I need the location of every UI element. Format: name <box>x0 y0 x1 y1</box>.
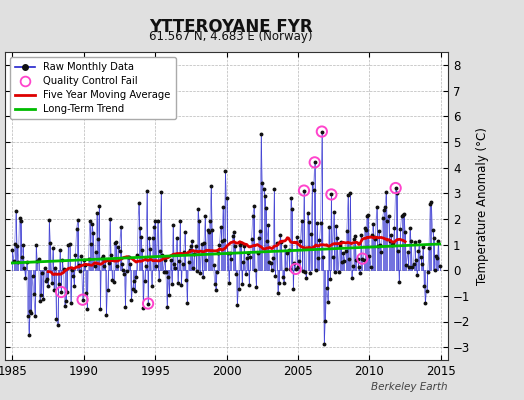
Y-axis label: Temperature Anomaly (°C): Temperature Anomaly (°C) <box>476 127 489 285</box>
Text: Berkeley Earth: Berkeley Earth <box>372 382 448 392</box>
Point <box>144 300 152 307</box>
Legend: Raw Monthly Data, Quality Control Fail, Five Year Moving Average, Long-Term Tren: Raw Monthly Data, Quality Control Fail, … <box>10 57 176 119</box>
Point <box>79 296 87 303</box>
Point <box>391 185 400 191</box>
Point <box>318 128 326 135</box>
Point <box>57 289 66 295</box>
Point <box>327 191 335 198</box>
Point <box>291 266 300 272</box>
Text: YTTEROYANE FYR: YTTEROYANE FYR <box>149 18 312 36</box>
Text: 61.567 N, 4.683 E (Norway): 61.567 N, 4.683 E (Norway) <box>149 30 312 43</box>
Point <box>358 256 366 262</box>
Point <box>300 187 308 194</box>
Point <box>311 159 319 166</box>
